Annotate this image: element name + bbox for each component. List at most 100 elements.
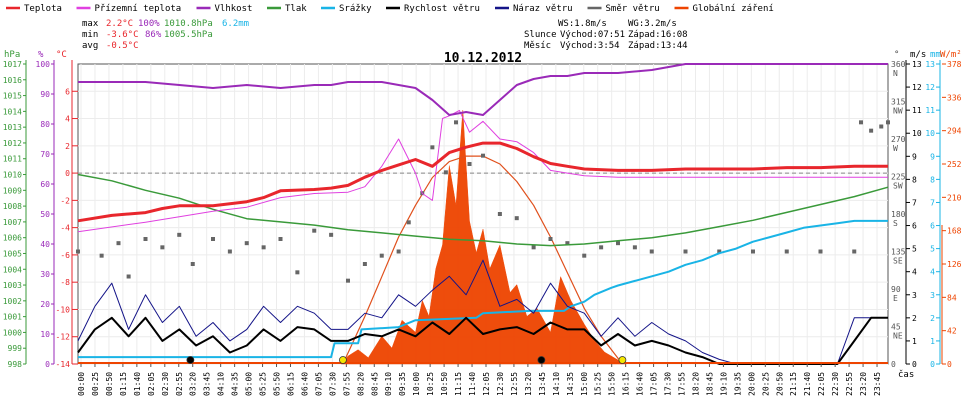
tick-label-time: 05:25	[259, 372, 268, 396]
tick-label-rain: 7	[930, 198, 935, 207]
tick-label-radiation: 294	[947, 127, 962, 136]
tick-label-time: 04:35	[231, 372, 240, 396]
stats-min-hum: 86%	[145, 30, 162, 40]
tick-label-time: 23:20	[859, 372, 868, 396]
info-wg: WG:3.2m/s	[628, 19, 677, 29]
tick-label-time: 05:00	[245, 372, 254, 396]
direction-point	[616, 241, 620, 246]
tick-label-pressure: 1016	[3, 76, 22, 85]
sunset-marker	[618, 356, 627, 364]
series-tlak	[77, 173, 889, 247]
direction-point	[406, 220, 411, 225]
legend-label: Tlak	[285, 4, 307, 14]
tick-label-humidity: 100	[36, 60, 51, 69]
tick-label-rain: 0	[930, 360, 935, 369]
tick-label-time: 12:30	[496, 372, 505, 396]
axis-head-mm: mm	[930, 50, 941, 60]
tick-label-wind-speed: 2	[912, 314, 917, 323]
direction-point	[312, 228, 317, 233]
tick-label-direction: 45	[891, 323, 901, 332]
tick-label-radiation: 84	[947, 293, 957, 302]
tick-label-time: 07:30	[328, 372, 337, 396]
direction-point	[599, 245, 604, 250]
tick-label-time: 10:00	[412, 372, 421, 396]
tick-label-temperature: 6	[65, 87, 70, 96]
tick-label-pressure: 1000	[3, 328, 22, 337]
tick-label-wind-speed: 8	[912, 175, 917, 184]
axis-head-pct: %	[38, 50, 44, 60]
tick-label-time: 08:20	[356, 372, 365, 396]
tick-label-time: 13:20	[524, 372, 533, 396]
tick-label-time: 12:55	[510, 372, 519, 396]
tick-label-pressure: 1017	[3, 60, 22, 69]
tick-label-temperature: 4	[65, 115, 70, 124]
axis-head-wm2: W/m²	[940, 50, 962, 60]
tick-label-rain: 6	[930, 222, 935, 231]
tick-label-radiation: 378	[947, 60, 962, 69]
tick-label-time: 03:45	[203, 372, 212, 396]
tick-label-time: 18:45	[705, 372, 714, 396]
stats-min-press: 1005.5hPa	[164, 30, 213, 40]
info-sunset: Západ:16:08	[628, 30, 688, 40]
tick-label-pressure: 1012	[3, 139, 22, 148]
tick-label-radiation: 42	[947, 327, 957, 336]
tick-label-time: 03:20	[189, 372, 198, 396]
legend: Teplota Přízemní teplota Vlhkost Tlak Srážky…	[6, 4, 774, 14]
tick-label-wind-speed: 6	[912, 222, 917, 231]
legend-label: Rychlost větru	[404, 4, 480, 14]
direction-point	[565, 241, 570, 246]
tick-label-time: 00:00	[77, 372, 86, 396]
tick-label-pressure: 1015	[3, 92, 22, 101]
info-ws: WS:1.8m/s	[558, 19, 607, 29]
tick-label-time: 12:05	[482, 372, 491, 396]
tick-label-radiation: 126	[947, 260, 962, 269]
tick-label-pressure: 1007	[3, 218, 22, 227]
stats-avg-temp: -0.5°C	[106, 41, 139, 51]
tick-label-wind-speed: 12	[912, 83, 922, 92]
info-moon-label: Měsíc	[524, 41, 551, 51]
direction-point	[278, 237, 283, 241]
stats-max-rain: 6.2mm	[222, 19, 249, 29]
tick-label-time: 14:35	[566, 372, 575, 396]
legend-label: Náraz větru	[513, 4, 573, 14]
series-srazky	[78, 219, 888, 359]
tick-label-radiation: 0	[947, 360, 952, 369]
direction-point	[190, 262, 195, 266]
tick-label-direction: 90	[891, 285, 901, 294]
tick-label-pressure: 1004	[3, 265, 22, 274]
tick-label-humidity: 60	[40, 180, 50, 189]
tick-label-time: 22:05	[817, 372, 826, 396]
tick-label-wind-speed: 3	[912, 291, 917, 300]
tick-label-rain: 10	[925, 129, 935, 138]
tick-label-pressure: 998	[8, 360, 23, 369]
tick-label-direction: 0	[891, 360, 896, 369]
tick-label-wind-speed: 0	[912, 360, 917, 369]
stats-min-temp: -3.6°C	[106, 30, 139, 40]
stats-max-hum: 100%	[138, 19, 160, 29]
stats-max-press: 1010.8hPa	[164, 19, 213, 29]
direction-point	[76, 249, 80, 254]
tick-label-rain: 1	[930, 337, 935, 346]
tick-label-time: 01:40	[133, 372, 142, 396]
direction-point	[244, 241, 249, 246]
tick-label-time: 10:50	[440, 372, 449, 396]
series-smer-vetru	[76, 120, 890, 283]
tick-label-time: 22:55	[845, 372, 854, 396]
x-tick-labels: 00:00 00:25 00:50 01:15 01:40 02:05 02:30 02:55…	[77, 364, 882, 396]
tick-label-temperature: -14	[56, 360, 71, 369]
tick-label-radiation: 210	[947, 193, 962, 202]
tick-label-time: 21:15	[789, 372, 798, 396]
axis-heads: hPa % °C ° m/s mm W/m² čas	[4, 50, 962, 380]
direction-point	[454, 120, 458, 125]
axis-head-time: čas	[898, 369, 914, 380]
tick-label-time: 02:55	[175, 372, 184, 396]
tick-label-temperature: -12	[56, 333, 71, 342]
direction-point	[396, 249, 401, 254]
tick-label-rain: 11	[925, 106, 935, 115]
tick-label-rain: 5	[930, 245, 935, 254]
direction-point	[116, 241, 121, 246]
tick-label-direction-name: E	[893, 294, 898, 303]
moonrise-marker	[186, 356, 195, 364]
tick-label-direction: 315	[891, 98, 906, 107]
